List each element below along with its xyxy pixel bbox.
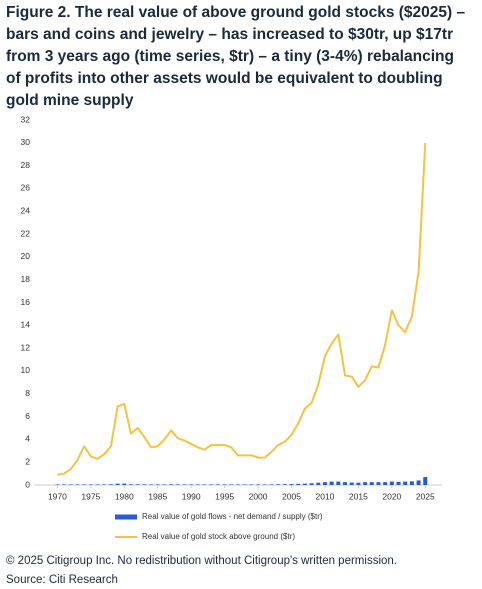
x-tick-label: 2000 — [249, 491, 268, 501]
bar — [95, 484, 100, 485]
bar — [55, 484, 60, 485]
bar — [416, 480, 421, 485]
bar — [62, 484, 67, 485]
bar — [249, 484, 254, 485]
y-tick-label: 14 — [21, 320, 31, 330]
x-tick-label: 1970 — [48, 491, 67, 501]
bar — [75, 484, 80, 485]
legend-swatch — [115, 514, 137, 520]
x-tick-label: 2020 — [382, 491, 401, 501]
bar — [135, 484, 140, 485]
legend-label: Real value of gold stock above ground ($… — [142, 532, 295, 541]
y-tick-label: 30 — [21, 137, 31, 147]
line — [57, 142, 427, 476]
y-tick-label: 26 — [21, 183, 31, 193]
y-tick-label: 4 — [25, 434, 30, 444]
bar — [182, 484, 187, 485]
bar — [369, 482, 374, 485]
bar — [88, 484, 93, 485]
y-tick-label: 2 — [25, 456, 30, 466]
bar — [222, 484, 227, 485]
bar — [149, 484, 154, 485]
bar — [396, 481, 401, 485]
bar — [215, 484, 220, 485]
bar — [242, 484, 247, 485]
x-tick-label: 2005 — [282, 491, 301, 501]
footer-text: Source: Citi Research — [6, 574, 118, 586]
x-tick-label: 1990 — [182, 491, 201, 501]
bar — [349, 482, 354, 485]
bar — [316, 482, 321, 485]
y-tick-label: 16 — [21, 297, 31, 307]
y-tick-label: 20 — [21, 251, 31, 261]
legend-label: Real value of gold flows - net demand / … — [142, 512, 323, 521]
bar — [309, 483, 314, 485]
bar — [162, 484, 167, 485]
bar — [68, 484, 73, 485]
y-tick-label: 10 — [21, 365, 31, 375]
y-tick-label: 28 — [21, 160, 31, 170]
bar — [409, 481, 414, 485]
bar — [262, 484, 267, 485]
bar — [336, 481, 341, 485]
bar — [256, 484, 261, 485]
y-tick-label: 8 — [25, 388, 30, 398]
bar — [403, 481, 408, 485]
bar — [229, 484, 234, 485]
bar — [423, 477, 428, 485]
y-tick-label: 6 — [25, 411, 30, 421]
bar — [195, 484, 200, 485]
bar — [363, 482, 368, 485]
bar — [236, 484, 240, 485]
bar — [202, 484, 207, 485]
y-tick-label: 12 — [21, 342, 31, 352]
y-tick-label: 18 — [21, 274, 31, 284]
bar — [82, 484, 87, 485]
bar — [102, 484, 107, 485]
bar — [302, 483, 307, 485]
y-tick-label: 0 — [25, 479, 30, 489]
bar — [189, 484, 194, 485]
x-tick-label: 1985 — [148, 491, 167, 501]
bar — [128, 484, 133, 485]
bar — [269, 484, 274, 485]
y-tick-label: 22 — [21, 228, 31, 238]
bar — [296, 483, 301, 485]
bar — [122, 483, 127, 485]
y-tick-label: 24 — [21, 206, 31, 216]
bar — [108, 484, 113, 485]
bar — [376, 482, 381, 485]
bar — [383, 482, 388, 485]
bar — [329, 481, 334, 485]
bar — [389, 481, 394, 485]
x-tick-label: 1995 — [215, 491, 234, 501]
bar — [155, 484, 160, 485]
bar — [142, 484, 147, 485]
x-tick-label: 1980 — [115, 491, 134, 501]
bar — [282, 484, 287, 485]
chart-title: Figure 2. The real value of above ground… — [6, 4, 466, 109]
bar — [343, 482, 348, 485]
x-tick-label: 1975 — [81, 491, 100, 501]
x-tick-label: 2025 — [416, 491, 435, 501]
y-tick-label: 32 — [21, 114, 31, 124]
bar — [175, 484, 180, 485]
bar — [322, 482, 327, 485]
bar — [169, 484, 174, 485]
bar — [276, 484, 281, 485]
bar — [209, 484, 214, 485]
footer-text: © 2025 Citigroup Inc. No redistribution … — [6, 555, 397, 567]
bar — [356, 482, 361, 485]
x-tick-label: 2010 — [315, 491, 334, 501]
x-tick-label: 2015 — [349, 491, 368, 501]
bar — [115, 483, 120, 485]
bar — [289, 484, 294, 485]
